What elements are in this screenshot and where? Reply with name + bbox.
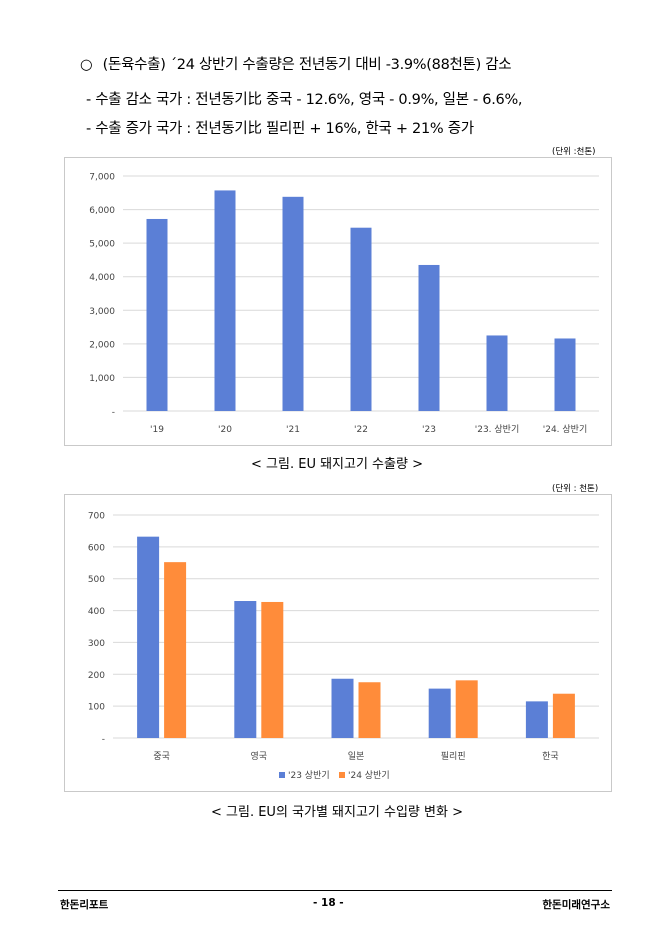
y-tick-label: - [102,735,105,745]
page-number: - 18 - [313,897,344,909]
bar [428,688,451,738]
heading-bullet: ○ [80,57,93,73]
page-footer: 한돈리포트 - 18 - 한돈미래연구소 [58,890,612,911]
legend-swatch [339,772,345,778]
bar [554,338,576,411]
y-tick-label: 5,000 [89,240,115,250]
bar [282,196,304,411]
bar [358,682,381,738]
y-tick-label: 600 [88,543,105,553]
bar [137,536,160,738]
chart2-frame: - 100 200 300 400 500 600 700 중국 영국 일본 필리핀 한국 '23 상반기… [64,494,612,792]
x-tick-label: '22 [354,425,368,435]
bar [455,680,478,738]
heading-line: ○ (돈육수출) ´24 상반기 수출량은 전년동기 대비 -3.9%(88천톤… [80,53,512,74]
x-tick-label: '23 [422,425,436,435]
legend-swatch [279,772,285,778]
x-tick-label: '20 [218,425,232,435]
legend-label: '23 상반기 [288,770,330,781]
y-tick-label: 200 [88,671,105,681]
y-tick-label: 2,000 [89,340,115,350]
bar [331,678,354,738]
chart2-unit: (단위 : 천톤) [552,484,599,494]
sub-line-decrease: - 수출 감소 국가 : 전년동기比 중국 - 12.6%, 영국 - 0.9%… [86,92,523,108]
y-tick-label: - [112,408,115,418]
chart1-unit: (단위 :천톤) [552,147,596,157]
x-tick-label: 한국 [542,751,559,762]
y-tick-label: 700 [88,512,105,522]
sub-line-increase: - 수출 증가 국가 : 전년동기比 필리핀 + 16%, 한국 + 21% 증… [86,121,474,137]
bar [525,701,548,738]
bar [146,218,168,411]
y-tick-label: 100 [88,703,105,713]
bar [486,335,508,411]
bar [350,227,372,411]
footer-left: 한돈리포트 [60,899,109,911]
y-tick-label: 1,000 [89,374,115,384]
x-tick-label: '23. 상반기 [475,424,520,435]
heading-text: (돈육수출) ´24 상반기 수출량은 전년동기 대비 -3.9%(88천톤) … [102,57,512,73]
bar [552,693,575,738]
x-tick-label: '21 [286,425,300,435]
x-tick-label: 중국 [153,751,170,762]
y-tick-label: 7,000 [89,173,115,183]
y-tick-label: 6,000 [89,206,115,216]
x-tick-label: '19 [150,425,164,435]
y-tick-label: 300 [88,639,105,649]
bar [164,562,187,738]
x-tick-label: 일본 [348,751,365,762]
legend-label: '24 상반기 [348,770,390,781]
x-tick-label: 필리핀 [441,750,466,762]
y-tick-label: 3,000 [89,307,115,317]
y-tick-label: 4,000 [89,273,115,283]
bar [418,264,440,411]
import-volume-chart: - 100 200 300 400 500 600 700 중국 영국 일본 필리핀 한국 '23 상반기… [88,512,599,781]
chart2-caption: < 그림. EU의 국가별 돼지고기 수입량 변화 > [211,805,463,820]
chart1-caption: < 그림. EU 돼지고기 수출량 > [251,457,423,472]
x-tick-label: 영국 [251,751,268,762]
y-tick-label: 500 [88,575,105,585]
x-tick-label: '24. 상반기 [543,424,588,435]
bar [261,601,284,738]
chart1-frame: - 1,000 2,000 3,000 4,000 5,000 6,000 7,000 '19 '… [64,157,612,446]
bar [214,190,236,411]
export-volume-chart: - 1,000 2,000 3,000 4,000 5,000 6,000 7,000 '19 '… [89,173,599,435]
y-tick-label: 400 [88,607,105,617]
bar [234,601,257,738]
footer-right: 한돈미래연구소 [542,899,610,911]
